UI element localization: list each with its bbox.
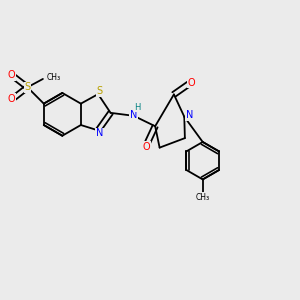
Text: N: N <box>130 110 137 120</box>
Text: S: S <box>24 82 31 92</box>
Text: O: O <box>8 70 16 80</box>
Text: O: O <box>8 94 16 104</box>
Text: O: O <box>188 77 196 88</box>
Text: CH₃: CH₃ <box>196 193 210 202</box>
Text: S: S <box>97 86 103 96</box>
Text: N: N <box>96 128 103 138</box>
Text: CH₃: CH₃ <box>46 73 61 82</box>
Text: N: N <box>186 110 193 120</box>
Text: H: H <box>134 103 140 112</box>
Text: O: O <box>142 142 150 152</box>
